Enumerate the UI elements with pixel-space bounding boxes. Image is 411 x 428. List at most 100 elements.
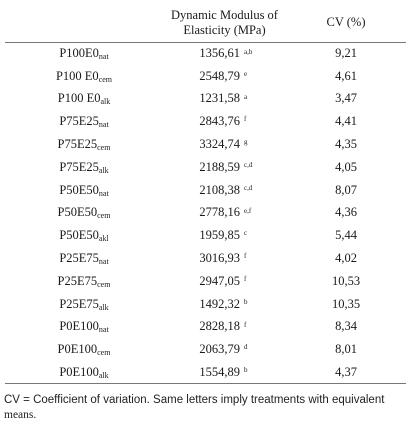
table-row: P25E75alk 1492,32 b 10,35 bbox=[5, 293, 406, 316]
treatment-name: P75E25 bbox=[59, 114, 99, 129]
significance-letters: e,f bbox=[244, 206, 252, 215]
significance-letters: g bbox=[244, 138, 248, 147]
treatment-name: P100 E0 bbox=[57, 91, 101, 106]
modulus-value: 1231,58 bbox=[199, 91, 240, 106]
treatment-cell: P75E25cem bbox=[5, 133, 163, 156]
treatment-cell: P25E75alk bbox=[5, 293, 163, 316]
treatment-cell: P100 E0cem bbox=[5, 65, 163, 88]
significance-letters: f bbox=[244, 274, 247, 283]
treatment-subscript: nat bbox=[98, 120, 109, 130]
treatment-cell: P100E0nat bbox=[5, 42, 163, 65]
table-row: P25E75nat 3016,93 f 4,02 bbox=[5, 247, 406, 270]
table-row: P75E25alk 2188,59 c,d 4,05 bbox=[5, 156, 406, 179]
treatment-subscript: cem bbox=[98, 74, 113, 84]
treatment-cell: P25E75cem bbox=[5, 270, 163, 293]
treatment-subscript: nat bbox=[98, 188, 109, 198]
treatment-name: P50E50 bbox=[59, 182, 99, 197]
treatment-name: P75E25 bbox=[59, 159, 99, 174]
header-treatment bbox=[5, 4, 163, 43]
cv-value: 10,53 bbox=[331, 273, 361, 288]
significance-letters: f bbox=[244, 252, 247, 261]
modulus-value: 1959,85 bbox=[199, 228, 240, 243]
modulus-value: 1492,32 bbox=[199, 296, 240, 311]
table-row: P25E75cem 2947,05 f 10,53 bbox=[5, 270, 406, 293]
treatment-name: P25E75 bbox=[57, 273, 98, 288]
cv-value: 8,34 bbox=[335, 319, 357, 334]
treatment-subscript: cem bbox=[97, 279, 111, 289]
significance-letters: c,d bbox=[244, 183, 253, 192]
treatment-cell: P75E25alk bbox=[5, 156, 163, 179]
cv-value: 4,02 bbox=[335, 251, 357, 266]
significance-letters: f bbox=[244, 320, 247, 329]
header-modulus-line1: Dynamic Modulus of bbox=[171, 7, 278, 22]
treatment-subscript: akl bbox=[98, 234, 109, 244]
cv-value: 8,01 bbox=[335, 342, 357, 357]
treatment-subscript: alk bbox=[100, 97, 111, 107]
treatment-cell: P75E25nat bbox=[5, 110, 163, 133]
treatment-name: P50E50 bbox=[57, 205, 98, 220]
table-row: P100E0nat 1356,61 a,b 9,21 bbox=[5, 42, 406, 65]
significance-letters: b bbox=[244, 297, 248, 306]
cv-value: 4,35 bbox=[335, 137, 357, 152]
treatment-name: P100E0 bbox=[59, 46, 99, 61]
cv-value: 4,36 bbox=[335, 205, 357, 220]
table-row: P100 E0cem 2548,79 e 4,61 bbox=[5, 65, 406, 88]
table-row: P75E25cem 3324,74 g 4,35 bbox=[5, 133, 406, 156]
modulus-value: 2108,38 bbox=[199, 182, 240, 197]
modulus-value: 2828,18 bbox=[199, 319, 240, 334]
treatment-subscript: nat bbox=[98, 52, 109, 62]
modulus-value: 2778,16 bbox=[199, 205, 240, 220]
modulus-value: 3016,93 bbox=[199, 251, 240, 266]
footnote: CV = Coefficient of variation. Same lett… bbox=[4, 393, 408, 423]
treatment-name: P75E25 bbox=[57, 137, 98, 152]
modulus-value: 2188,59 bbox=[199, 159, 240, 174]
footnote-line1: CV = Coefficient of variation. Same lett… bbox=[4, 394, 385, 406]
significance-letters: d bbox=[244, 343, 248, 352]
treatment-subscript: alk bbox=[98, 370, 109, 380]
treatment-cell: P25E75nat bbox=[5, 247, 163, 270]
modulus-value: 2063,79 bbox=[199, 342, 240, 357]
cv-value: 4,37 bbox=[286, 361, 406, 385]
cv-value: 4,05 bbox=[335, 159, 357, 174]
table-row: P0E100cem 2063,79 d 8,01 bbox=[5, 338, 406, 361]
table-row: P50E50nat 2108,38 c,d 8,07 bbox=[5, 179, 406, 202]
significance-letters: c bbox=[244, 229, 248, 238]
modulus-value: 2947,05 bbox=[199, 273, 240, 288]
significance-letters: c,d bbox=[244, 160, 253, 169]
table-row: P0E100alk 1554,89 b 4,37 bbox=[5, 361, 406, 385]
treatment-name: P50E50 bbox=[59, 228, 99, 243]
cv-value: 8,07 bbox=[335, 182, 357, 197]
significance-letters: a bbox=[244, 92, 248, 101]
treatment-name: P0E100 bbox=[57, 342, 98, 357]
modulus-value: 2548,79 bbox=[199, 68, 240, 83]
treatment-subscript: alk bbox=[98, 165, 109, 175]
treatment-name: P25E75 bbox=[59, 296, 99, 311]
modulus-value: 2843,76 bbox=[199, 114, 240, 129]
modulus-value: 1356,61 bbox=[199, 46, 240, 61]
results-table-container: Dynamic Modulus of Elasticity (MPa) CV (… bbox=[5, 4, 406, 385]
significance-letters: e bbox=[244, 69, 248, 78]
table-row: P0E100nat 2828,18 f 8,34 bbox=[5, 316, 406, 339]
significance-letters: b bbox=[244, 361, 286, 385]
treatment-cell: P50E50nat bbox=[5, 179, 163, 202]
modulus-value: 1554,89 bbox=[163, 361, 244, 385]
footnote-line2: means. bbox=[4, 409, 37, 421]
significance-letters: a,b bbox=[244, 47, 253, 56]
treatment-name: P25E75 bbox=[59, 251, 99, 266]
treatment-cell: P0E100alk bbox=[5, 361, 163, 385]
treatment-cell: P100 E0alk bbox=[5, 88, 163, 111]
table-row: P50E50akl 1959,85 c 5,44 bbox=[5, 224, 406, 247]
treatment-subscript: cem bbox=[97, 211, 111, 221]
significance-letters: f bbox=[244, 115, 247, 124]
cv-value: 9,21 bbox=[335, 46, 357, 61]
treatment-name: P0E100 bbox=[59, 319, 99, 334]
cv-value: 3,47 bbox=[335, 91, 357, 106]
modulus-value: 3324,74 bbox=[199, 137, 240, 152]
header-modulus-line2: Elasticity (MPa) bbox=[183, 22, 266, 37]
treatment-cell: P0E100cem bbox=[5, 338, 163, 361]
table-header-row: Dynamic Modulus of Elasticity (MPa) CV (… bbox=[5, 4, 406, 43]
treatment-cell: P50E50akl bbox=[5, 224, 163, 247]
treatment-cell: P0E100nat bbox=[5, 316, 163, 339]
treatment-subscript: cem bbox=[97, 143, 111, 153]
table-body: P100E0nat 1356,61 a,b 9,21 P100 E0cem 2548,79… bbox=[5, 42, 406, 385]
